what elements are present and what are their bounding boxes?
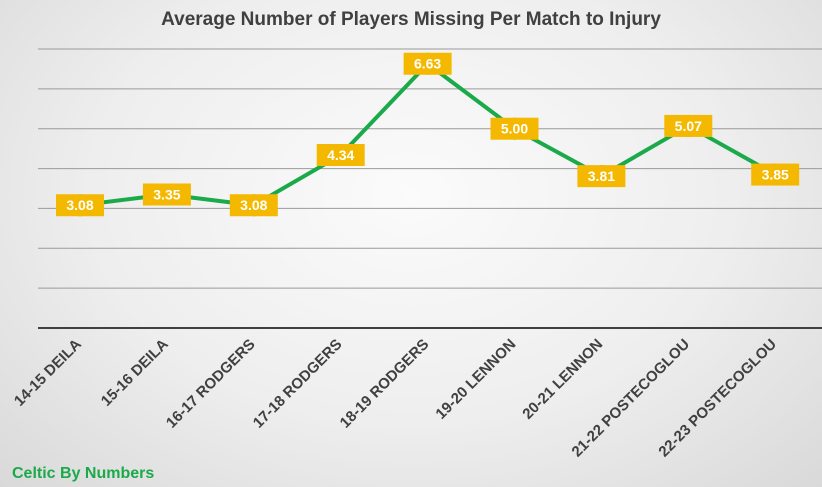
data-label-box <box>142 183 191 206</box>
data-label-text: 6.63 <box>414 56 441 72</box>
data-label: 3.85 <box>751 163 800 186</box>
data-label-box <box>403 52 452 75</box>
data-label-box <box>490 117 539 140</box>
data-label-box <box>56 194 104 217</box>
x-tick-label: 20-21 LENNON <box>519 336 606 423</box>
data-label-text: 3.08 <box>240 197 267 213</box>
data-label-text: 3.85 <box>762 167 789 183</box>
data-label: 4.34 <box>316 144 365 167</box>
data-label: 5.07 <box>664 114 713 137</box>
data-labels: 3.08 3.35 3.08 4.34 6.63 5.00 3.81 5.07 3.85 <box>56 52 800 217</box>
data-label-text: 3.81 <box>588 168 615 184</box>
watermark: Celtic By Numbers <box>12 465 155 482</box>
data-label: 5.00 <box>490 117 539 140</box>
gridlines <box>38 48 822 289</box>
x-tick-label: 15-16 DEILA <box>98 336 172 410</box>
chart-title: Average Number of Players Missing Per Ma… <box>161 9 661 30</box>
data-label-text: 3.08 <box>66 197 93 213</box>
data-label: 3.81 <box>577 165 626 188</box>
data-label-text: 5.07 <box>675 118 702 134</box>
data-label: 3.35 <box>142 183 191 206</box>
data-label-box <box>751 163 800 186</box>
data-label-box <box>664 114 713 137</box>
data-label-text: 4.34 <box>327 147 354 163</box>
data-label: 6.63 <box>403 52 452 75</box>
x-tick-label: 19-20 LENNON <box>432 336 519 423</box>
data-label-box <box>577 165 626 188</box>
data-label: 3.08 <box>229 194 278 217</box>
data-label: 3.08 <box>56 194 104 217</box>
x-tick-label: 18-19 RODGERS <box>337 336 433 432</box>
data-label-box <box>229 194 278 217</box>
data-label-text: 5.00 <box>501 121 528 137</box>
data-label-box <box>316 144 365 167</box>
data-label-text: 3.35 <box>153 186 180 202</box>
x-tick-label: 17-18 RODGERS <box>250 336 346 432</box>
x-tick-label: 14-15 DEILA <box>11 336 85 410</box>
x-tick-label: 16-17 RODGERS <box>163 336 259 432</box>
